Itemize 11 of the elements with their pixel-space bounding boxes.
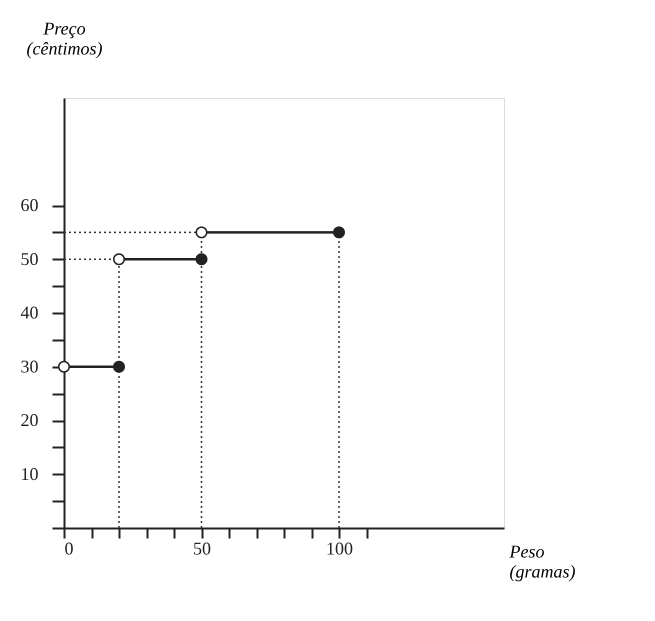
y-tick-label: 20 bbox=[20, 410, 38, 430]
y-tick-label: 60 bbox=[20, 195, 38, 215]
y-tick-label: 10 bbox=[20, 464, 38, 484]
y-tick-label: 50 bbox=[20, 248, 38, 269]
x-tick-label: 50 bbox=[193, 538, 211, 558]
y-axis-title: Preço (cêntimos) bbox=[26, 18, 102, 58]
x-axis-title: Peso (gramas) bbox=[508, 542, 576, 582]
y-tick-label: 40 bbox=[20, 302, 38, 322]
x-tick-label: 0 bbox=[64, 538, 74, 558]
y-tick-label: 30 bbox=[20, 356, 38, 376]
x-tick-label: 100 bbox=[326, 538, 353, 558]
